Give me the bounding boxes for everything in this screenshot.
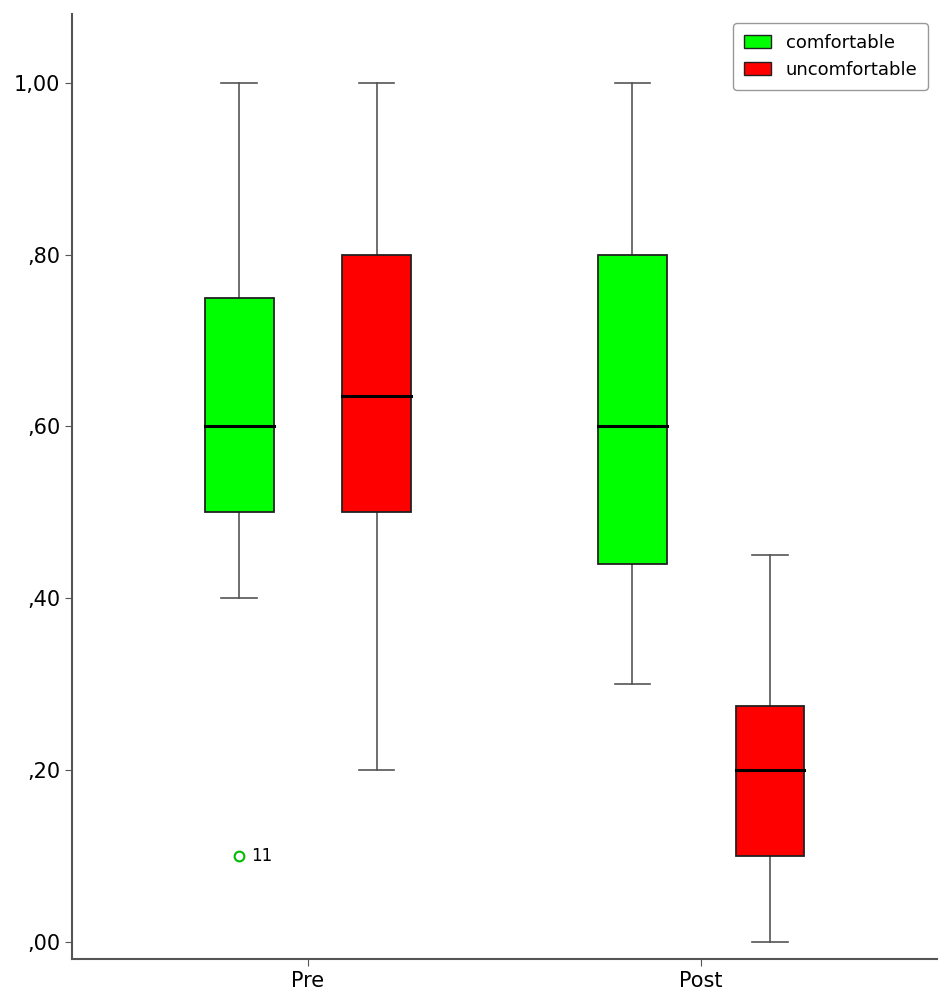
Bar bbox=[204, 297, 274, 513]
Bar bbox=[342, 254, 411, 513]
Bar bbox=[598, 254, 667, 564]
Text: 11: 11 bbox=[251, 847, 272, 865]
Legend: comfortable, uncomfortable: comfortable, uncomfortable bbox=[733, 23, 928, 89]
Bar bbox=[735, 706, 805, 856]
